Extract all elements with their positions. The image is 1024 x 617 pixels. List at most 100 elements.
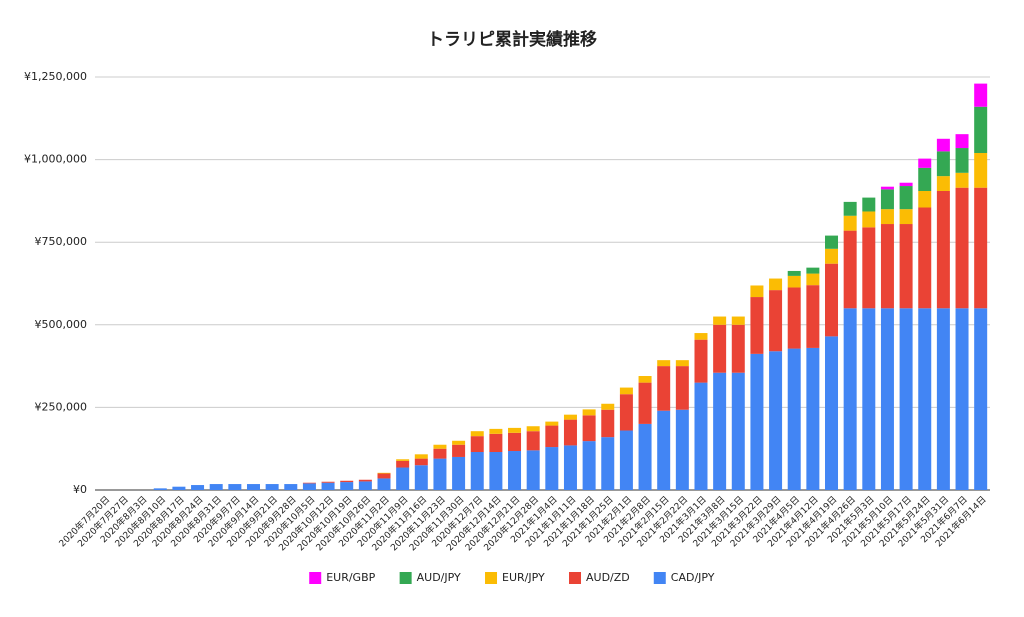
bar-segment (694, 382, 708, 490)
bar-segment (377, 473, 391, 479)
bar-segment (955, 172, 969, 188)
bar-segment (843, 215, 857, 231)
bar-segment (396, 460, 410, 468)
bar-segment (153, 488, 167, 490)
bar-segment (769, 278, 783, 291)
bar-segment (638, 376, 652, 383)
bar-segment (508, 432, 522, 452)
bar-segment (825, 263, 839, 337)
bar-segment (489, 433, 503, 453)
bar-segment (619, 430, 633, 490)
bar-segment (582, 441, 596, 490)
legend-label: EUR/JPY (502, 571, 545, 584)
legend-swatch (485, 572, 498, 584)
bar-segment (321, 481, 335, 483)
bar-segment (787, 275, 801, 288)
bar-segment (582, 409, 596, 416)
bar-segment (638, 423, 652, 490)
bar-segment (265, 484, 279, 490)
bar-segment (731, 324, 745, 373)
bar-segment (955, 134, 969, 149)
bar-segment (825, 248, 839, 264)
bar-segment (769, 351, 783, 490)
bar-segment (545, 421, 559, 426)
bar-segment (172, 486, 186, 490)
y-tick-label: ¥750,000 (35, 235, 88, 248)
bar-segment (918, 207, 932, 309)
legend-label: EUR/GBP (326, 571, 375, 584)
bar-segment (675, 366, 689, 410)
bar-segment (880, 209, 894, 225)
bar-segment (806, 347, 820, 490)
bar-segment (843, 201, 857, 216)
bar-segment (340, 482, 354, 490)
bar-segment (228, 484, 242, 490)
bar-segment (526, 450, 540, 490)
legend-swatch (399, 572, 412, 584)
bar-segment (657, 410, 671, 490)
bar-segment (918, 190, 932, 208)
bar-segment (843, 230, 857, 309)
bar-segment (414, 465, 428, 490)
legend-label: AUD/JPY (417, 571, 461, 584)
bar-segment (396, 459, 410, 461)
bar-segment (657, 366, 671, 411)
bar-segment (955, 308, 969, 490)
bar-segment (601, 437, 615, 490)
legend-label: CAD/JPY (671, 571, 715, 584)
bar-segment (713, 316, 727, 325)
bar-segment (452, 456, 466, 490)
y-tick-label: ¥0 (73, 483, 87, 496)
bar-segment (470, 431, 484, 437)
y-tick-label: ¥250,000 (35, 400, 88, 413)
bar-segment (508, 427, 522, 433)
bar-segment (452, 440, 466, 445)
bar-segment (358, 481, 372, 490)
bar-segment (582, 415, 596, 442)
bar-segment (750, 297, 764, 354)
bar-segment (246, 484, 260, 490)
legend-swatch (569, 572, 582, 584)
bar-segment (825, 235, 839, 249)
bar-segment (545, 447, 559, 490)
bar-segment (936, 176, 950, 191)
bar-segment (396, 467, 410, 490)
bar-segment (657, 360, 671, 367)
legend-item: CAD/JPY (653, 571, 715, 584)
bar-segment (302, 482, 316, 484)
bar-segment (545, 425, 559, 448)
bar-segment (713, 372, 727, 490)
bar-segment (377, 472, 391, 474)
bar-segment (452, 444, 466, 457)
bar-segment (899, 186, 913, 210)
bar-segment (974, 83, 988, 107)
bar-segment (340, 480, 354, 483)
legend-item: EUR/JPY (485, 571, 545, 584)
bar-segment (713, 324, 727, 373)
bar-segment (302, 483, 316, 490)
bar-segment (880, 186, 894, 190)
bar-segment (470, 436, 484, 453)
bar-segment (955, 148, 969, 173)
legend-item: EUR/GBP (309, 571, 376, 584)
bar-segment (787, 287, 801, 349)
legend-item: AUD/ZD (569, 571, 630, 584)
bar-segment (974, 106, 988, 153)
bar-segment (936, 190, 950, 309)
bar-segment (489, 452, 503, 490)
bar-segment (918, 158, 932, 168)
bar-segment (489, 428, 503, 434)
bar-segment (675, 360, 689, 367)
bar-segment (862, 197, 876, 212)
bar-segment (209, 484, 223, 490)
bar-segment (899, 209, 913, 225)
bar-segment (936, 151, 950, 177)
bar-segment (694, 333, 708, 340)
bar-segment (806, 273, 820, 286)
bar-segment (284, 484, 298, 490)
bar-segment (899, 224, 913, 309)
chart-title: トラリピ累計実績推移 (427, 29, 597, 50)
bar-segment (414, 458, 428, 466)
bar-segment (750, 353, 764, 490)
